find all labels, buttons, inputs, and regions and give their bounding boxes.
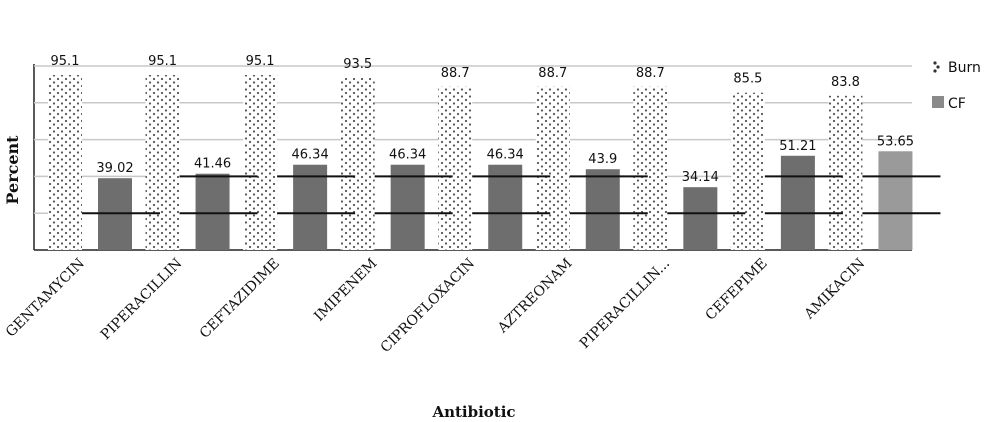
data-label-cf: 46.34	[487, 148, 524, 163]
plot-area: 95.1 39.02 95.1 41.46 95.1 46.34 93.5 46.34 88.7…	[33, 54, 941, 251]
legend-swatch-burn-dot	[933, 61, 937, 65]
bar-burn	[828, 95, 863, 250]
legend-swatch-cf	[932, 96, 944, 108]
bar-cf	[390, 164, 425, 250]
data-label-burn: 95.1	[246, 54, 275, 69]
data-label-cf: 41.46	[194, 157, 231, 172]
bar-burn	[340, 77, 375, 251]
bar-burn	[730, 92, 765, 251]
legend-swatch-burn-dot	[933, 69, 937, 73]
x-tick-label: CEFEPIME	[703, 256, 771, 324]
data-label-cf: 46.34	[292, 148, 329, 163]
x-tick-label: GENTAMYCIN	[3, 256, 88, 341]
bar-cf	[878, 151, 913, 250]
x-tick-label: IMIPENEM	[311, 256, 380, 325]
bar-cf	[780, 155, 815, 250]
x-tick-label: PIPERACILLIN	[98, 256, 186, 344]
data-label-cf: 39.02	[96, 161, 133, 176]
legend-swatch-burn	[936, 65, 940, 69]
y-axis-label: Percent	[3, 135, 22, 205]
data-label-burn: 93.5	[343, 57, 372, 72]
bar-cf	[683, 187, 718, 250]
data-label-cf: 53.65	[877, 134, 914, 149]
data-label-burn: 88.7	[538, 66, 567, 81]
bar-burn	[535, 86, 570, 251]
bar-cf	[488, 164, 523, 250]
x-tick-label: PIPERACILLIN...	[577, 256, 673, 352]
x-axis-label: Antibiotic	[431, 403, 515, 421]
x-tick-label: AMIKACIN	[801, 256, 869, 324]
data-label-burn: 95.1	[148, 54, 177, 69]
bar-burn	[48, 75, 82, 251]
data-label-cf: 43.9	[588, 152, 617, 167]
bar-cf	[293, 164, 328, 250]
x-tick-labels: GENTAMYCIN PIPERACILLIN CEFTAZIDIME IMIPENE…	[3, 256, 868, 356]
x-tick-label: AZTREONAM	[494, 256, 575, 337]
data-label-burn: 83.8	[831, 75, 860, 90]
bar-burn	[243, 75, 278, 251]
bar-cf	[585, 169, 620, 250]
legend: Burn CF	[932, 60, 981, 112]
data-label-burn: 85.5	[733, 72, 762, 87]
bar-cf	[195, 173, 230, 250]
x-tick-label: CEFTAZIDIME	[197, 256, 283, 342]
legend-label-cf: CF	[948, 96, 966, 112]
data-label-burn: 88.7	[441, 66, 470, 81]
data-label-cf: 34.14	[682, 170, 719, 185]
legend-label-burn: Burn	[948, 60, 981, 76]
data-label-cf: 51.21	[779, 139, 816, 154]
bar-burn	[633, 86, 668, 251]
data-label-burn: 88.7	[636, 66, 665, 81]
x-tick-label: CIPROFLOXACIN	[378, 256, 478, 356]
data-label-cf: 46.34	[389, 148, 426, 163]
data-label-burn: 95.1	[51, 54, 80, 69]
bar-burn	[438, 86, 473, 251]
bar-burn	[145, 75, 180, 251]
